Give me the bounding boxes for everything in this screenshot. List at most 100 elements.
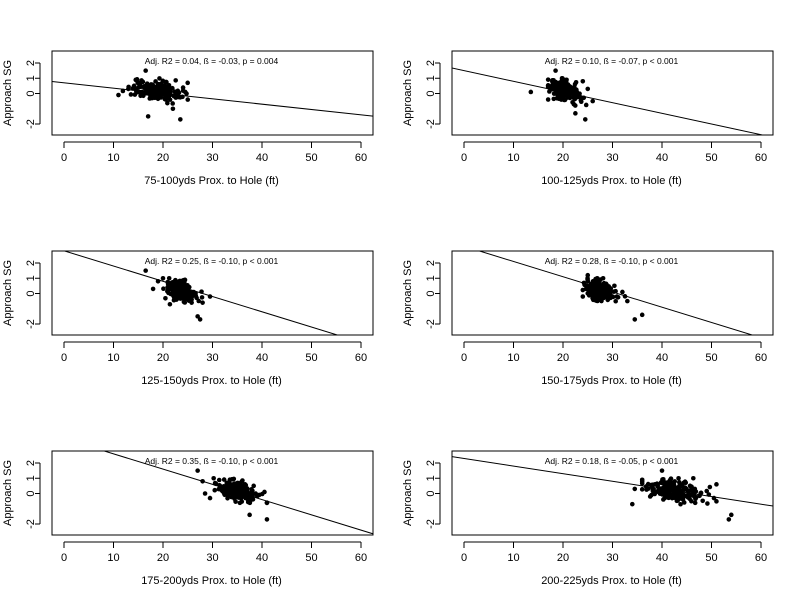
y-tick-label: 1 [425,275,437,281]
data-point [212,487,218,493]
x-tick-label: 40 [256,352,268,364]
data-point [583,102,589,108]
plot-area [452,456,773,522]
data-point [245,499,251,505]
data-point [687,483,693,489]
data-point [227,477,233,482]
plot-area [452,67,765,135]
data-point-outlier [200,479,205,484]
plot-frame [51,250,374,336]
data-point [583,286,589,292]
data-point [238,486,244,491]
data-point [173,78,178,83]
data-point [223,486,229,492]
x-tick-label: 20 [157,352,169,364]
y-axis-label: Approach SG [402,60,414,126]
x-tick-label: 40 [656,552,668,564]
data-point-outlier [726,517,732,522]
x-tick-label: 0 [461,352,467,364]
plot-area [62,251,340,335]
data-point-outlier [262,489,267,495]
regression-line [452,456,773,507]
data-point [182,285,187,291]
data-point [181,299,187,305]
data-point [153,86,159,92]
data-point [673,486,678,492]
data-point-outlier [585,272,591,278]
data-point-outlier [711,495,717,501]
x-tick-label: 0 [61,552,67,564]
data-point [191,293,197,298]
data-point [598,277,603,282]
data-point [661,486,667,491]
data-point [251,483,256,489]
data-point [160,275,166,281]
data-point [686,491,691,497]
data-point [587,284,592,289]
data-point [643,484,649,489]
data-point [218,486,223,492]
data-point [221,477,227,482]
data-point [182,292,187,298]
data-point [244,490,249,495]
x-tick-label: 60 [355,352,367,364]
x-tick-label: 50 [705,552,717,564]
data-point-outlier [202,491,208,496]
data-point [170,101,175,106]
data-point [167,301,173,307]
data-point [157,76,162,81]
data-point-outlier [207,294,213,299]
data-point [649,482,654,488]
x-axis-label: 75-100yds Prox. to Hole (ft) [144,175,279,187]
data-point [704,488,710,494]
data-point-outlier [150,286,156,292]
data-point [231,481,237,487]
data-point [166,82,172,88]
data-point [166,275,172,281]
data-point [590,295,595,301]
x-tick-label: 0 [461,152,467,164]
panel-3: 0 10 20 30 40 50 60 -2 0 1 2 125-150yds Prox. to Ho… [2,250,374,387]
data-point [177,280,183,285]
data-point [545,77,551,82]
x-tick-label: 60 [755,552,767,564]
x-tick-label: 60 [355,152,367,164]
data-point [607,285,612,291]
data-point [196,298,202,304]
data-point [186,284,192,290]
regression-annotation: Adj. R2 = 0.10, ß = -0.07, p < 0.001 [545,56,679,66]
data-point-outlier [264,500,270,505]
data-point-outlier [178,117,183,122]
data-point-outlier [143,68,148,73]
x-tick-label: 20 [557,352,569,364]
data-point [581,280,587,286]
data-point-outlier [632,317,638,322]
data-point [689,498,694,504]
x-tick-label: 50 [305,352,317,364]
data-point [237,500,243,506]
regression-line [452,67,765,135]
data-point [588,288,593,294]
data-point [662,492,668,497]
data-point-outlier [620,289,625,295]
plot-area [102,451,373,535]
data-point [137,81,143,86]
data-point [171,297,177,303]
data-point [705,501,710,506]
data-point [691,475,696,481]
data-point [639,487,645,492]
data-point [176,90,182,96]
data-point [166,286,172,291]
data-point [552,86,558,92]
data-point [216,477,222,483]
panel-5: 0 10 20 30 40 50 60 -2 0 1 2 175-200yds Prox. to Ho… [2,450,374,587]
x-tick-label: 60 [755,152,767,164]
data-point [128,92,134,97]
panel-6: 0 10 20 30 40 50 60 -2 0 1 2 200-225yds Prox. to Ho… [402,450,774,587]
data-point-outlier [126,86,131,92]
data-point-outlier [182,89,188,95]
regression-annotation: Adj. R2 = 0.04, ß = -0.03, p = 0.004 [145,56,279,66]
x-axis-label: 200-225yds Prox. to Hole (ft) [541,575,682,587]
data-point [253,491,259,496]
